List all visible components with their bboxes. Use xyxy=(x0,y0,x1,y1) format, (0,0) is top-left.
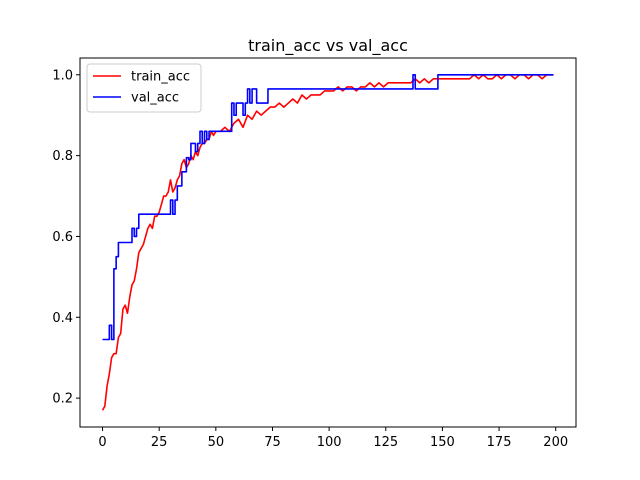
legend-label: train_acc xyxy=(131,70,190,85)
chart-title: train_acc vs val_acc xyxy=(248,36,408,56)
x-tick-label: 0 xyxy=(98,435,106,450)
plot-area xyxy=(101,73,554,411)
x-tick-label: 75 xyxy=(264,435,281,450)
x-tick-label: 50 xyxy=(208,435,225,450)
x-tick-label: 175 xyxy=(487,435,512,450)
y-tick-label: 1.0 xyxy=(52,68,73,83)
y-tick-label: 0.8 xyxy=(52,149,73,164)
x-tick-label: 100 xyxy=(317,435,342,450)
y-axis: 0.2 0.4 0.6 0.8 1.0 xyxy=(52,68,80,407)
x-tick-label: 200 xyxy=(543,435,568,450)
y-tick-label: 0.6 xyxy=(52,230,73,245)
series-line-train-acc xyxy=(101,73,554,411)
y-tick-label: 0.4 xyxy=(52,311,73,326)
series-line-val-acc xyxy=(102,73,554,341)
x-tick-label: 25 xyxy=(151,435,168,450)
legend-label: val_acc xyxy=(131,91,179,106)
x-tick-label: 150 xyxy=(430,435,455,450)
y-tick-label: 0.2 xyxy=(52,392,73,407)
x-axis: 0 25 50 75 100 125 150 175 200 xyxy=(98,427,568,450)
axes-frame xyxy=(79,57,577,428)
legend: train_acc val_acc xyxy=(86,63,202,113)
x-tick-label: 125 xyxy=(373,435,398,450)
